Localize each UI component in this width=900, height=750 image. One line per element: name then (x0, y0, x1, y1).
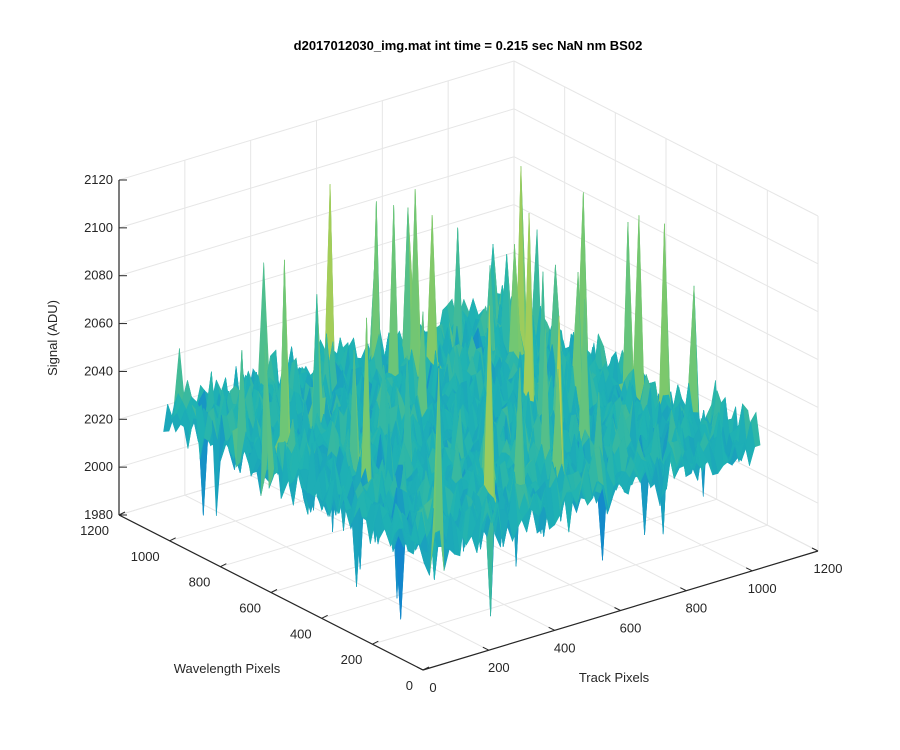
y-tick-label: 1200 (80, 523, 109, 538)
x-tick-mark (416, 666, 424, 671)
y-axis-label: Wavelength Pixels (174, 661, 281, 676)
z-tick-label: 2120 (84, 172, 113, 187)
x-tick-mark (548, 626, 555, 631)
tick-label-layer: 0 200 400 600 800 1000 1200 0 200 400 600 800 1000 12… (80, 172, 842, 695)
back-wall-grid-line (118, 60, 515, 181)
y-tick-label: 200 (341, 652, 363, 667)
y-tick-label: 800 (189, 575, 211, 590)
floor-grid-line (372, 524, 768, 645)
z-tick-label: 1980 (84, 507, 113, 522)
back-wall-grid-line (118, 156, 515, 277)
y-tick-label: 400 (290, 626, 312, 641)
x-tick-mark (482, 646, 490, 651)
floor-grid-line (321, 498, 717, 619)
side-wall-grid-line (513, 156, 819, 313)
axis-layer (118, 179, 819, 671)
x-tick-label: 400 (554, 640, 576, 655)
side-wall-grid-line (513, 60, 819, 217)
z-tick-label: 2020 (84, 411, 113, 426)
x-axis-label: Track Pixels (579, 670, 650, 685)
x-tick-label: 0 (429, 680, 436, 695)
x-tick-label: 800 (685, 601, 707, 616)
x-tick-label: 200 (488, 660, 510, 675)
y-tick-mark (321, 614, 328, 619)
y-tick-mark (372, 640, 379, 645)
y-tick-label: 600 (239, 601, 261, 616)
x-tick-label: 1000 (748, 581, 777, 596)
back-wall-grid-line (118, 108, 515, 229)
x-tick-mark (811, 547, 819, 552)
x-tick-mark (680, 587, 687, 592)
y-tick-label: 1000 (131, 549, 160, 564)
z-tick-label: 2060 (84, 316, 113, 331)
y-tick-mark (220, 563, 227, 568)
surface-patch (418, 543, 429, 564)
x-tick-mark (614, 607, 621, 611)
y-tick-mark (270, 589, 278, 593)
z-tick-label: 2100 (84, 220, 113, 235)
x-tick-label: 600 (620, 621, 642, 636)
z-axis-label: Signal (ADU) (45, 300, 60, 376)
x-tick-label: 1200 (814, 561, 843, 576)
z-tick-label: 2080 (84, 268, 113, 283)
y-tick-mark (169, 537, 176, 542)
x-tick-mark (745, 567, 753, 572)
z-tick-label: 2040 (84, 363, 113, 378)
back-wall-grid-line (118, 204, 515, 325)
chart-title: d2017012030_img.mat int time = 0.215 sec… (294, 38, 643, 53)
z-tick-label: 2000 (84, 459, 113, 474)
y-tick-label: 0 (406, 678, 413, 693)
surface-layer (163, 166, 761, 620)
side-wall-grid-line (513, 108, 819, 265)
y-tick-mark (422, 666, 430, 671)
